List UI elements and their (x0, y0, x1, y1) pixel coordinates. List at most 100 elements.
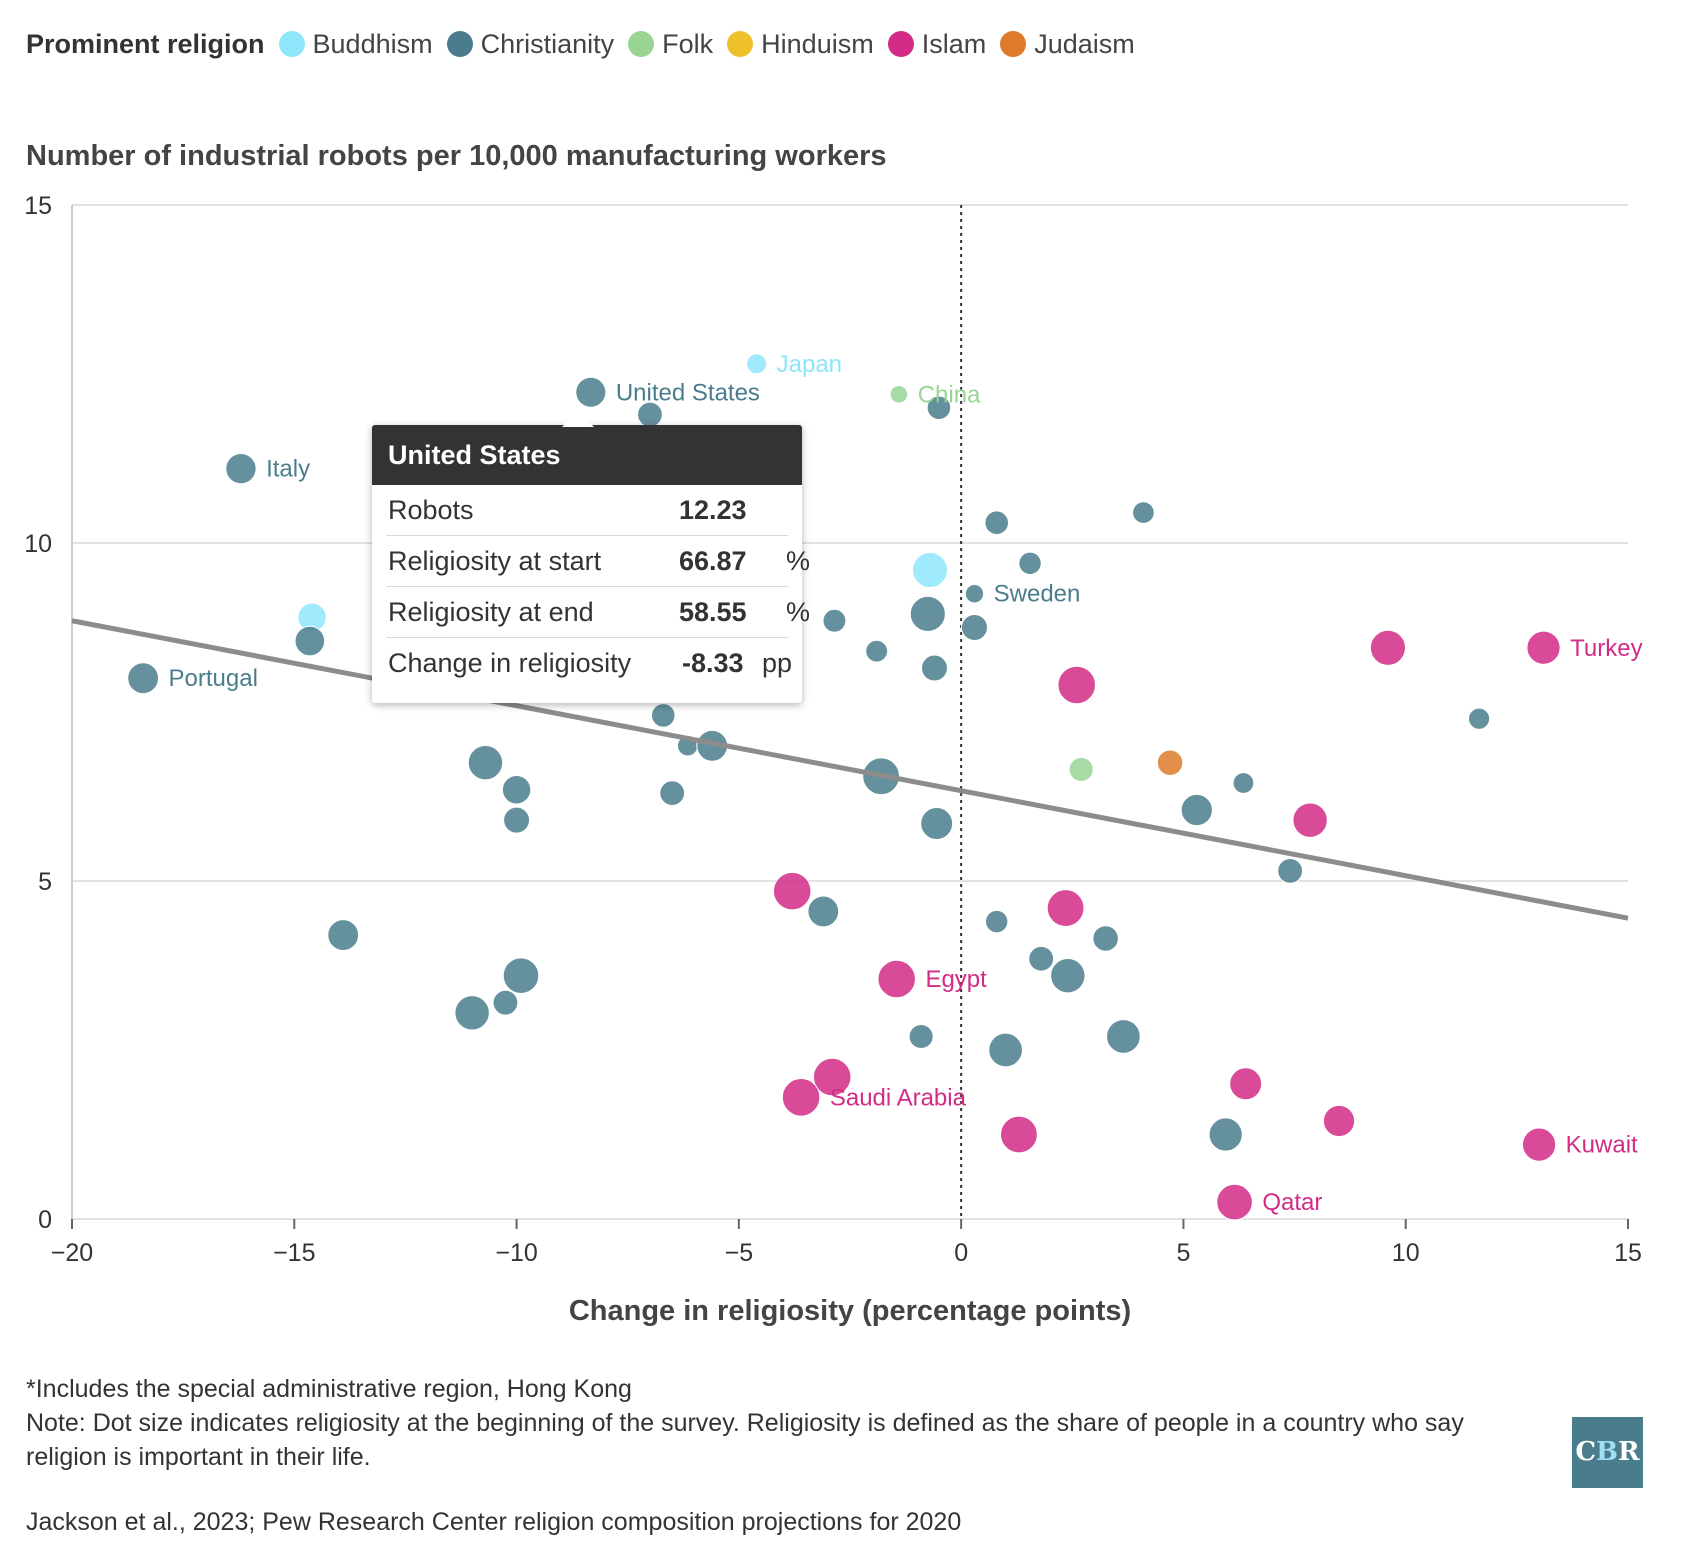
tooltip-unit: % (786, 546, 811, 576)
data-point (1050, 957, 1086, 994)
legend-item-folk[interactable]: Folk (628, 29, 713, 60)
y-tick-label: 5 (38, 868, 52, 896)
x-tick-label: −5 (725, 1239, 754, 1267)
legend-label-buddhism: Buddhism (312, 28, 433, 59)
data-point (1057, 665, 1096, 705)
data-point (807, 895, 840, 928)
tooltip-unit: % (786, 597, 811, 627)
data-point (1106, 1019, 1141, 1054)
x-tick-label: −15 (273, 1239, 315, 1267)
legend-label-folk: Folk (662, 28, 714, 59)
data-point (575, 376, 607, 408)
legend-item-christianity[interactable]: Christianity (446, 28, 615, 60)
data-point (294, 625, 326, 657)
data-point (781, 1078, 821, 1117)
cbr-logo: CBR (1572, 1417, 1643, 1488)
data-point (492, 989, 519, 1016)
data-point (865, 639, 889, 663)
legend-title: Prominent religion (26, 28, 265, 59)
data-point (127, 662, 160, 695)
data-point (926, 395, 952, 421)
data-point (908, 1023, 934, 1050)
data-point (746, 353, 768, 375)
data-point (920, 807, 954, 841)
point-label: United States (616, 379, 760, 406)
data-point (1068, 756, 1094, 783)
x-tick-label: 5 (1176, 1239, 1190, 1267)
footnote: *Includes the special administrative reg… (26, 1372, 1526, 1474)
data-point (327, 919, 360, 951)
logo-c: C (1575, 1437, 1597, 1467)
tooltip-title: United States (372, 425, 802, 485)
tooltip-label: Religiosity at start (388, 546, 602, 576)
legend: Prominent religion Buddhism Christianity… (26, 22, 1149, 66)
data-point (889, 384, 909, 404)
legend-swatch-islam (887, 31, 914, 57)
point-label: Japan (777, 351, 842, 378)
data-point (985, 909, 1009, 934)
legend-item-hinduism[interactable]: Hinduism (727, 29, 874, 60)
data-point (650, 703, 676, 728)
tooltip-unit: pp (762, 648, 793, 678)
data-point (822, 608, 847, 633)
data-point (812, 1057, 852, 1097)
x-tick-label: 15 (1614, 1239, 1642, 1267)
data-point (984, 510, 1010, 536)
data-point (1046, 889, 1085, 927)
data-point (1229, 1067, 1263, 1101)
data-point (1000, 1115, 1038, 1154)
x-tick-label: −10 (495, 1239, 537, 1267)
tooltip-label: Change in religiosity (388, 648, 632, 678)
data-point (1092, 925, 1119, 952)
data-point (1028, 945, 1055, 972)
data-point (1322, 1104, 1356, 1138)
point-label: Italy (266, 456, 310, 483)
legend-item-buddhism[interactable]: Buddhism (278, 28, 433, 60)
data-point (920, 654, 948, 682)
tooltip-row-religiosity-end: Religiosity at end 58.55 % (386, 587, 810, 638)
data-point (1521, 1127, 1557, 1162)
data-point (960, 614, 988, 641)
tooltip-arrow (562, 411, 594, 427)
data-point (964, 584, 985, 604)
trend-line (71, 618, 1629, 921)
footnote-note: Note: Dot size indicates religiosity at … (26, 1409, 1464, 1471)
legend-swatch-christianity (446, 31, 473, 57)
source-text: Jackson et al., 2023; Pew Research Cente… (26, 1508, 962, 1536)
legend-swatch-buddhism (278, 31, 305, 57)
tooltip-row-change: Change in religiosity -8.33 pp (386, 638, 792, 688)
data-point (501, 775, 532, 805)
point-label: Saudi Arabia (830, 1084, 967, 1111)
x-tick-label: −20 (51, 1239, 93, 1267)
legend-swatch-judaism (1000, 31, 1027, 57)
tooltip: United States Robots 12.23 Religiosity a… (372, 411, 810, 703)
legend-label-hinduism: Hinduism (761, 28, 874, 59)
legend-label-christianity: Christianity (480, 28, 615, 59)
data-point (467, 745, 504, 781)
legend-item-islam[interactable]: Islam (887, 29, 986, 60)
data-point (909, 595, 946, 633)
point-label: Qatar (1262, 1189, 1322, 1216)
data-point (1467, 707, 1491, 730)
footnote-asterisk: *Includes the special administrative reg… (26, 1375, 632, 1403)
data-point (1216, 1183, 1253, 1221)
x-tick-label: 10 (1392, 1239, 1420, 1267)
tooltip-row-robots: Robots 12.23 (386, 485, 788, 536)
y-tick-label: 15 (24, 192, 52, 220)
legend-swatch-folk (628, 31, 655, 57)
logo-b: B (1596, 1437, 1619, 1467)
point-label: Turkey (1570, 635, 1642, 662)
data-point (911, 551, 949, 589)
data-point (988, 1032, 1023, 1068)
data-point (1369, 629, 1406, 666)
data-point (1277, 857, 1304, 884)
tooltip-value: 12.23 (679, 495, 747, 525)
data-point (503, 806, 531, 834)
data-point (502, 957, 540, 994)
logo-r: R (1618, 1437, 1640, 1467)
point-label: Portugal (169, 665, 258, 692)
data-point (1526, 630, 1561, 665)
legend-item-judaism[interactable]: Judaism (1000, 29, 1135, 60)
data-point (1156, 749, 1184, 776)
